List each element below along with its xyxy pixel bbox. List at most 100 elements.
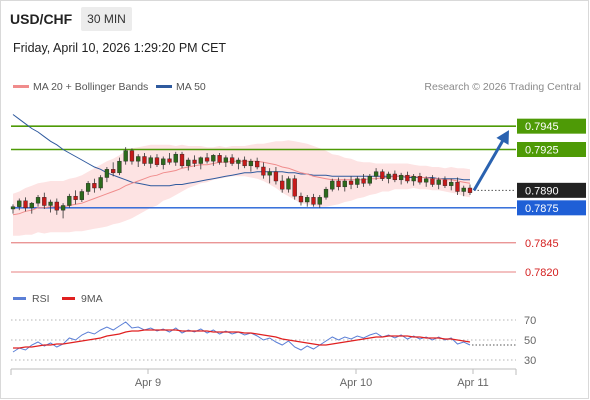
rsi-line xyxy=(12,321,471,353)
candle-body xyxy=(467,187,473,193)
rsi-panel: 70 50 30 xyxy=(11,315,536,367)
bollinger-band xyxy=(13,140,470,236)
candle-body xyxy=(417,176,423,183)
legend-swatch-9ma xyxy=(62,297,75,300)
candle-body xyxy=(10,206,16,210)
candle-body xyxy=(129,150,135,162)
candle-body xyxy=(23,200,28,209)
legend-label-rsi: RSI xyxy=(32,293,50,305)
candle-body xyxy=(355,178,360,185)
x-tick-label: Apr 11 xyxy=(457,377,489,389)
rsi-legend: RSI 9MA xyxy=(13,293,103,305)
candle-body xyxy=(261,166,266,176)
candle-body xyxy=(161,158,166,165)
candle-body xyxy=(60,205,66,211)
candle-body xyxy=(42,197,47,206)
candle-body xyxy=(342,180,347,188)
candle-body xyxy=(311,197,316,205)
legend-swatch-ma20 xyxy=(13,85,29,88)
candle-body xyxy=(380,171,385,179)
level-tag-0.7875: 0.7875 xyxy=(525,203,559,215)
price-level-labels: 0.7945 0.7925 0.7890 0.7875 0.7845 0.7820 xyxy=(517,118,586,279)
main-legend: MA 20 + Bollinger Bands MA 50 Research ©… xyxy=(13,81,581,93)
candle-body xyxy=(398,174,404,181)
rsi-tick-30: 30 xyxy=(524,355,536,367)
timeframe-button[interactable]: 30 MIN xyxy=(81,7,132,31)
candle-body xyxy=(104,169,110,178)
candle-body xyxy=(92,183,97,189)
candle-body xyxy=(117,160,122,174)
symbol-title: USD/CHF xyxy=(10,11,73,27)
candle-body xyxy=(154,157,160,165)
candle-body xyxy=(455,181,460,192)
forecast-arrow-shaft xyxy=(472,134,508,192)
candle-body xyxy=(192,159,197,164)
candle-body xyxy=(98,177,103,189)
candle-body xyxy=(392,173,398,181)
candle-body xyxy=(292,178,297,197)
bollinger-band-fill xyxy=(13,140,470,236)
candle-body xyxy=(229,157,235,164)
candle-body xyxy=(373,171,379,177)
credit-text: Research © 2026 Trading Central xyxy=(424,81,581,93)
level-tag-bg-0.7890 xyxy=(517,182,586,198)
candle-body xyxy=(173,153,178,163)
candle-body xyxy=(211,155,216,162)
level-tag-bg-0.7875 xyxy=(517,200,586,216)
level-tag-0.7925: 0.7925 xyxy=(525,145,559,157)
level-tag-bg-0.7925 xyxy=(517,142,586,157)
rsi-tick-70: 70 xyxy=(524,315,536,327)
candle-body xyxy=(273,171,279,182)
rsi-tick-50: 50 xyxy=(524,335,536,347)
price-levels xyxy=(11,125,516,273)
candle-body xyxy=(286,178,291,190)
candle-body xyxy=(136,156,141,162)
candle-body xyxy=(179,153,185,167)
candle-body xyxy=(167,158,172,163)
legend-swatch-ma50 xyxy=(156,85,172,88)
candle-body xyxy=(267,171,272,176)
candle-body xyxy=(361,178,366,184)
level-tag-0.7845: 0.7845 xyxy=(525,238,559,250)
legend-label-ma20: MA 20 + Bollinger Bands xyxy=(33,81,148,93)
candle-body xyxy=(29,202,34,209)
candle-body xyxy=(204,157,210,162)
candle-body xyxy=(217,155,222,163)
candle-body xyxy=(330,180,335,190)
candle-body xyxy=(305,197,310,203)
candle-body xyxy=(449,181,454,186)
legend-swatch-rsi xyxy=(13,297,26,300)
candle-body xyxy=(236,159,241,164)
x-axis-ticks: Apr 9 Apr 10 Apr 11 xyxy=(135,369,489,389)
candle-body xyxy=(54,201,59,211)
candle-body xyxy=(85,183,91,192)
level-tag-0.7890: 0.7890 xyxy=(525,185,559,197)
candle-body xyxy=(111,169,116,174)
candle-body xyxy=(73,195,78,200)
chart-datetime: Friday, April 10, 2026 1:29:20 PM CET xyxy=(13,41,227,55)
candle-body xyxy=(48,201,53,206)
candle-body xyxy=(198,157,203,164)
candle-body xyxy=(242,159,247,167)
candle-body xyxy=(442,179,448,186)
candle-body xyxy=(67,195,72,206)
candle-body xyxy=(430,178,435,185)
legend-label-9ma: 9MA xyxy=(81,293,103,305)
forecast-arrow-head xyxy=(496,130,509,145)
level-tag-0.7945: 0.7945 xyxy=(525,121,559,133)
candle-body xyxy=(424,178,429,183)
candle-body xyxy=(348,180,354,185)
candle-body xyxy=(386,173,391,179)
candle-body xyxy=(148,157,153,164)
candlesticks xyxy=(10,147,473,219)
candle-body xyxy=(461,187,466,192)
candle-body xyxy=(255,160,260,168)
candle-body xyxy=(17,200,22,207)
forecast-arrow xyxy=(472,130,509,192)
candle-body xyxy=(186,159,191,167)
candle-body xyxy=(35,197,41,204)
level-tag-bg-0.7945 xyxy=(517,118,586,134)
candle-body xyxy=(405,174,410,182)
